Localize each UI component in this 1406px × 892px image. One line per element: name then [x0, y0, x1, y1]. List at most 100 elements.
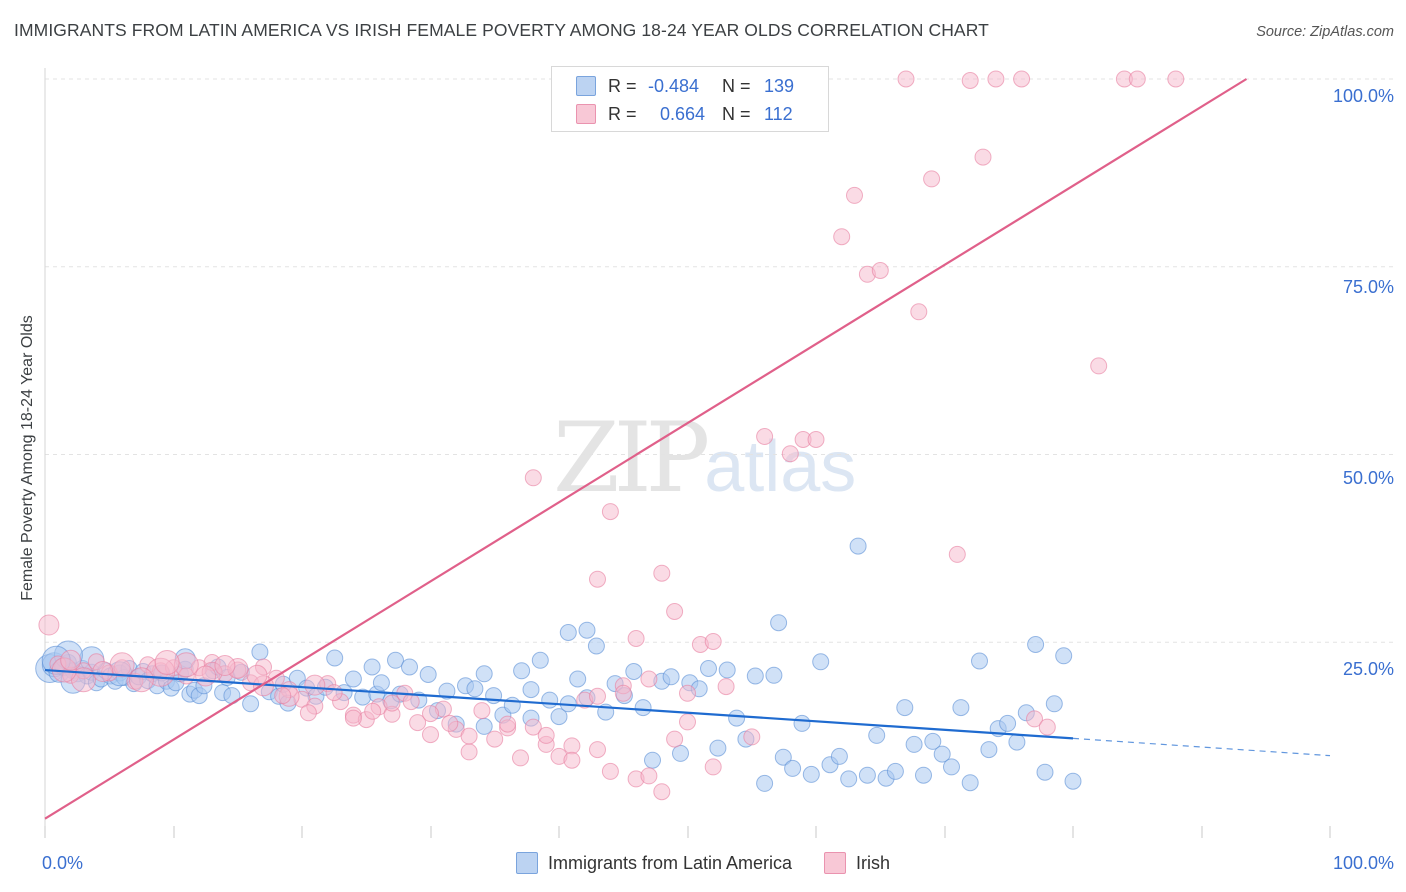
point-latin-america-110	[858, 766, 876, 784]
point-latin-america-99	[765, 666, 783, 684]
trendline-irish	[44, 78, 1248, 820]
point-irish-82	[1167, 70, 1185, 88]
legend-label-irish: Irish	[856, 852, 891, 873]
point-latin-america-68	[475, 665, 493, 683]
legend-item-latin-america[interactable]: Immigrants from Latin America	[515, 852, 793, 874]
point-irish-38	[524, 718, 542, 736]
point-latin-america-41	[251, 643, 269, 661]
point-latin-america-111	[868, 726, 886, 744]
point-irish-37	[512, 749, 529, 767]
point-irish-101	[640, 670, 658, 688]
point-latin-america-102	[784, 759, 802, 777]
point-latin-america-80	[587, 637, 605, 655]
point-irish-60	[781, 445, 799, 463]
point-latin-america-60	[401, 658, 418, 676]
point-irish-59	[627, 630, 645, 647]
point-latin-america-64	[438, 682, 456, 700]
point-irish-99	[589, 687, 606, 705]
point-irish-55	[601, 503, 619, 521]
point-irish-70	[948, 545, 966, 563]
point-latin-america-40	[242, 695, 260, 713]
point-irish-102	[679, 713, 696, 731]
point-latin-america-97	[746, 667, 764, 685]
point-latin-america-85	[634, 699, 652, 717]
point-latin-america-122	[971, 652, 988, 670]
point-latin-america-100	[770, 614, 788, 632]
point-latin-america-89	[672, 744, 689, 762]
point-irish-58	[653, 564, 671, 582]
point-latin-america-67	[466, 680, 484, 698]
point-irish-57	[666, 603, 684, 620]
series-legend: Immigrants from Latin America Irish	[0, 852, 1406, 874]
point-irish-97	[537, 726, 555, 744]
point-latin-america-86	[644, 751, 661, 769]
legend-n-label: N =	[722, 75, 751, 96]
point-latin-america-98	[756, 774, 774, 792]
point-irish-67	[897, 70, 915, 88]
point-irish-68	[910, 303, 928, 321]
legend-item-irish[interactable]: Irish	[824, 852, 890, 874]
point-irish-111	[195, 665, 217, 687]
point-latin-america-105	[812, 653, 830, 671]
point-irish-112	[214, 655, 236, 676]
point-latin-america-132	[1064, 772, 1082, 790]
trendline-latin-america-extension	[1072, 737, 1331, 757]
chart-title: IMMIGRANTS FROM LATIN AMERICA VS IRISH F…	[14, 20, 989, 40]
trendline-latin-america	[44, 668, 1074, 740]
point-irish-72	[974, 148, 992, 166]
point-latin-america-123	[980, 741, 998, 759]
point-latin-america-128	[1027, 636, 1045, 653]
point-latin-america-52	[344, 670, 362, 688]
y-tick-100: 100.0%	[1332, 86, 1394, 106]
point-irish-0	[38, 614, 60, 636]
point-latin-america-116	[915, 766, 932, 784]
point-irish-116	[325, 684, 343, 702]
point-latin-america-62	[419, 666, 437, 683]
point-irish-94	[422, 705, 439, 723]
point-latin-america-104	[802, 765, 820, 783]
point-irish-113	[246, 664, 268, 686]
legend-swatch-pink	[576, 104, 596, 124]
point-irish-109	[128, 667, 154, 693]
point-latin-america-50	[326, 649, 344, 667]
point-latin-america-92	[700, 660, 717, 677]
legend-swatch-pink	[824, 852, 847, 874]
point-irish-54	[524, 469, 542, 487]
point-irish-71	[961, 72, 979, 89]
point-irish-75	[1026, 710, 1043, 728]
point-irish-29	[409, 714, 427, 732]
stats-legend: R = -0.484 N = 139 R = 0.664 N = 112	[551, 66, 829, 132]
point-irish-110	[154, 650, 180, 675]
point-irish-117	[364, 702, 382, 720]
point-irish-91	[304, 674, 326, 696]
legend-label-latin-america: Immigrants from Latin America	[547, 852, 793, 873]
point-latin-america-94	[718, 661, 736, 679]
point-irish-100	[614, 684, 632, 702]
point-irish-98	[563, 751, 581, 769]
source-label: Source: ZipAtlas.com	[1256, 24, 1394, 40]
point-irish-30	[422, 726, 439, 744]
point-latin-america-126	[1008, 733, 1026, 751]
point-latin-america-118	[933, 745, 951, 763]
point-irish-74	[1013, 70, 1031, 88]
legend-r-label: R =	[608, 103, 637, 124]
x-tick-100: 100.0%	[1332, 853, 1394, 873]
watermark: ZIPatlas	[553, 402, 856, 514]
legend-r-value: 0.664	[660, 103, 706, 124]
point-latin-america-103	[793, 714, 811, 732]
point-latin-america-72	[513, 662, 531, 680]
point-latin-america-75	[541, 691, 559, 709]
point-irish-53	[717, 678, 735, 696]
point-latin-america-120	[952, 699, 970, 717]
point-latin-america-58	[387, 651, 404, 669]
legend-r-label: R =	[608, 75, 637, 96]
point-latin-america-133	[559, 624, 577, 641]
point-latin-america-130	[1045, 695, 1063, 713]
point-irish-114	[274, 687, 292, 705]
point-irish-93	[383, 694, 401, 712]
point-irish-105	[756, 428, 774, 445]
point-latin-america-88	[662, 668, 680, 686]
point-latin-america-101	[774, 748, 792, 766]
point-irish-73	[987, 70, 1005, 88]
y-tick-50: 50.0%	[1342, 468, 1394, 488]
